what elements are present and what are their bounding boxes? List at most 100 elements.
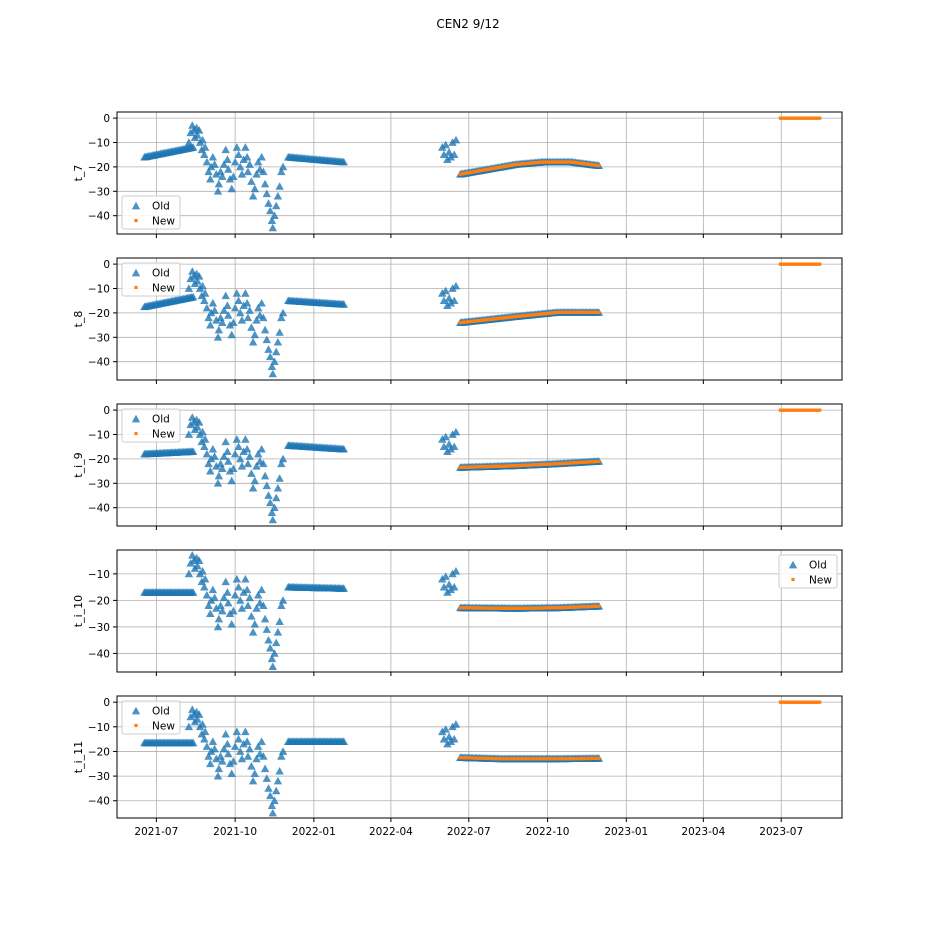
old-point <box>214 325 224 334</box>
old-point <box>227 769 236 777</box>
old-point <box>450 442 459 451</box>
y-tick-label: −30 <box>88 771 110 783</box>
old-point <box>275 328 284 336</box>
old-point <box>210 593 219 602</box>
x-tick-label: 2021-07 <box>134 826 178 838</box>
old-point <box>210 160 219 168</box>
old-point <box>208 152 218 161</box>
legend-old-marker <box>131 706 141 715</box>
old-point <box>184 569 194 578</box>
old-point <box>243 167 253 176</box>
old-point <box>439 734 449 743</box>
old-point <box>275 182 284 190</box>
old-point <box>451 281 461 290</box>
old-point <box>260 179 270 188</box>
old-point <box>254 303 263 312</box>
old-point <box>188 588 198 596</box>
old-point <box>184 722 194 731</box>
legend: Old New <box>121 195 181 230</box>
old-point <box>200 435 210 443</box>
y-tick-label: −30 <box>88 622 110 634</box>
old-point <box>229 172 238 181</box>
old-point <box>450 150 459 159</box>
legend-new-label: New <box>152 429 175 441</box>
y-tick-label: 0 <box>103 697 110 709</box>
old-point <box>206 320 215 329</box>
old-point <box>204 313 213 322</box>
old-point <box>259 313 268 322</box>
y-tick-label: 0 <box>103 259 110 271</box>
old-point <box>200 734 209 743</box>
old-point <box>218 318 227 327</box>
old-point <box>266 643 275 652</box>
old-point <box>221 577 230 586</box>
old-point <box>237 170 247 178</box>
old-point <box>273 628 283 636</box>
old-point <box>250 769 260 777</box>
old-point <box>248 776 258 785</box>
old-point <box>194 126 204 134</box>
old-point <box>259 601 268 610</box>
plot-frame <box>116 695 843 819</box>
old-point <box>262 189 271 198</box>
chart-panel-4: −10 −20 −30 −40 t_i_10 Old New <box>72 549 843 676</box>
old-point <box>200 289 210 297</box>
old-point <box>277 313 286 322</box>
old-point <box>213 187 223 195</box>
x-tick-label: 2023-04 <box>681 826 725 838</box>
old-point <box>441 140 450 149</box>
old-point <box>241 727 250 736</box>
old-point <box>206 759 215 768</box>
old-point <box>188 551 197 559</box>
old-point <box>236 162 245 171</box>
old-point <box>241 143 250 151</box>
old-point <box>268 515 277 524</box>
old-point <box>248 628 258 636</box>
old-point <box>237 754 247 763</box>
old-point <box>259 167 268 176</box>
old-point <box>208 298 218 307</box>
old-point <box>277 459 286 468</box>
old-point <box>218 172 227 181</box>
chart-panel-3: 0 −10 −20 −30 −40 t_i_9 Old New <box>72 403 843 530</box>
grid <box>117 112 842 234</box>
old-point <box>208 737 218 745</box>
y-tick-label: −40 <box>88 796 110 808</box>
old-point <box>188 447 198 455</box>
old-point <box>444 580 454 588</box>
old-point <box>218 606 227 615</box>
old-point <box>204 167 213 176</box>
old-point <box>266 791 275 800</box>
old-point <box>198 427 207 436</box>
new-point <box>818 262 822 266</box>
old-point <box>267 801 277 810</box>
old-point <box>194 418 204 426</box>
old-point <box>227 476 236 485</box>
old-point <box>219 593 229 602</box>
old-point <box>241 574 250 583</box>
old-point <box>242 298 252 307</box>
old-point <box>252 604 261 612</box>
x-tick-label: 2022-07 <box>447 826 491 838</box>
old-point <box>198 281 207 290</box>
chart-panel-1: 0 −10 −20 −30 −40 t_7 Old New <box>72 111 843 238</box>
old-point <box>214 764 224 773</box>
legend: Old New <box>121 262 181 297</box>
old-point <box>236 308 245 317</box>
old-point <box>194 556 204 564</box>
new-point <box>597 459 601 463</box>
old-point <box>270 649 279 657</box>
old-point <box>243 601 253 610</box>
old-point <box>188 143 198 151</box>
old-point <box>221 437 230 446</box>
old-point <box>245 306 254 314</box>
y-tick-label: −10 <box>88 569 110 581</box>
y-tick-label: 0 <box>103 405 110 417</box>
old-point <box>236 596 245 604</box>
old-point <box>200 442 209 451</box>
y-axis-label: t_7 <box>72 165 85 182</box>
y-tick-label: −10 <box>88 138 110 150</box>
series-old <box>140 121 604 232</box>
old-point <box>273 191 283 200</box>
old-point <box>257 298 266 307</box>
